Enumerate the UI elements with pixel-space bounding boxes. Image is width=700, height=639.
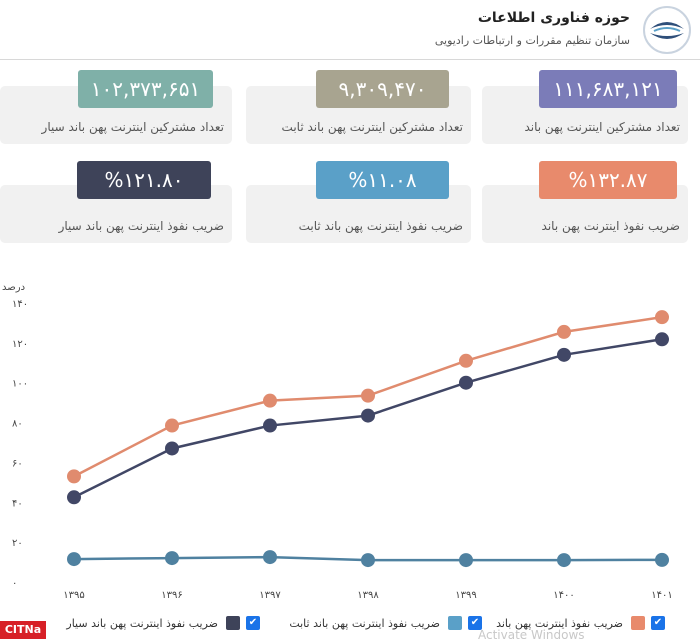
card-penetration-total: %۱۳۲.۸۷ ضریب نفوذ اینترنت پهن باند [482,161,688,243]
legend-label-fixed: ضریب نفوذ اینترنت پهن باند ثابت [289,616,440,630]
os-activation-watermark: Activate Windows [478,628,585,639]
data-point-fixed[interactable] [361,553,375,568]
legend-item-total[interactable]: ✔ ضریب نفوذ اینترنت پهن باند [496,613,665,633]
legend-swatch-total [631,616,645,630]
legend-swatch-mobile [226,616,240,630]
penetration-fixed-label: ضریب نفوذ اینترنت پهن باند ثابت [298,219,463,233]
data-point-fixed[interactable] [459,553,473,568]
data-point-fixed[interactable] [655,552,669,567]
y-tick-label: ۰ [12,578,17,589]
y-tick-label: ۱۰۰ [12,379,28,390]
penetration-mobile-label: ضریب نفوذ اینترنت پهن باند سیار [58,219,224,233]
data-point-total[interactable] [263,393,277,408]
series-lines [73,315,663,562]
y-tick-label: ۲۰ [12,538,23,549]
data-point-total[interactable] [557,324,571,339]
card-total-subscribers: ۱۱۱,۶۸۳,۱۲۱ تعداد مشترکین اینترنت پهن با… [482,70,688,144]
card-mobile-subscribers: ۱۰۲,۳۷۳,۶۵۱ تعداد مشترکین اینترنت پهن با… [0,70,232,144]
legend-item-fixed[interactable]: ✔ ضریب نفوذ اینترنت پهن باند ثابت [289,613,482,633]
y-axis-unit: درصد [2,282,25,293]
data-point-total[interactable] [655,310,669,325]
data-point-fixed[interactable] [165,551,179,566]
fixed-subscribers-value: ۹,۳۰۹,۴۷۰ [316,70,449,108]
data-point-mobile[interactable] [655,332,669,347]
penetration-total-value: %۱۳۲.۸۷ [539,161,677,199]
legend-label-mobile: ضریب نفوذ اینترنت پهن باند سیار [66,616,218,630]
mobile-subscribers-value: ۱۰۲,۳۷۳,۶۵۱ [78,70,213,108]
y-tick-label: ۸۰ [12,419,23,430]
series-points [67,310,669,568]
data-point-mobile[interactable] [557,347,571,362]
legend-swatch-fixed [448,616,462,630]
data-point-fixed[interactable] [67,552,81,567]
y-tick-label: ۶۰ [12,458,23,469]
citna-logo: CITNa [0,621,46,639]
x-tick-label: ۱۳۹۶ [161,590,182,601]
legend-check-icon[interactable]: ✔ [246,616,260,630]
fixed-subscribers-label: تعداد مشترکین اینترنت پهن باند ثابت [281,120,463,134]
penetration-mobile-value: %۱۲۱.۸۰ [77,161,211,199]
x-tick-label: ۱۳۹۷ [259,590,281,601]
x-tick-label: ۱۳۹۵ [63,590,84,601]
data-point-mobile[interactable] [165,441,179,456]
x-tick-label: ۱۳۹۸ [357,590,379,601]
page-header: حوزه فناوری اطلاعات سازمان تنظیم مقررات … [0,0,700,60]
total-subscribers-value: ۱۱۱,۶۸۳,۱۲۱ [539,70,677,108]
penetration-total-label: ضریب نفوذ اینترنت پهن باند [541,219,680,233]
data-point-fixed[interactable] [263,550,277,565]
legend-check-icon[interactable]: ✔ [651,616,665,630]
x-axis-ticks: ۱۳۹۵ ۱۳۹۶ ۱۳۹۷ ۱۳۹۸ ۱۳۹۹ ۱۴۰۰ ۱۴۰۱ [63,590,672,601]
total-subscribers-label: تعداد مشترکین اینترنت پهن باند [524,120,680,134]
page-subtitle: سازمان تنظیم مقررات و ارتباطات رادیویی [434,34,630,47]
x-tick-label: ۱۴۰۱ [651,590,672,601]
data-point-total[interactable] [361,388,375,403]
mobile-subscribers-label: تعداد مشترکین اینترنت پهن باند سیار [41,120,224,134]
y-axis-ticks: ۰ ۲۰ ۴۰ ۶۰ ۸۰ ۱۰۰ ۱۲۰ ۱۴۰ [12,299,28,589]
card-penetration-mobile: %۱۲۱.۸۰ ضریب نفوذ اینترنت پهن باند سیار [0,161,232,243]
data-point-total[interactable] [459,353,473,368]
data-point-mobile[interactable] [459,375,473,390]
card-penetration-fixed: %۱۱.۰۸ ضریب نفوذ اینترنت پهن باند ثابت [246,161,471,243]
page-title: حوزه فناوری اطلاعات [477,10,630,26]
data-point-total[interactable] [67,469,81,484]
cra-wave-logo-icon [643,6,691,54]
penetration-line-chart: درصد ۰ ۲۰ ۴۰ ۶۰ ۸۰ ۱۰۰ ۱۲۰ ۱۴۰ ۱۳۹۵ ۱۳۹۶ ۱۳۹۷ ۱۳۹۸… [2,282,673,601]
data-point-total[interactable] [165,418,179,433]
y-tick-label: ۱۲۰ [12,339,28,350]
data-point-mobile[interactable] [67,490,81,505]
legend-check-icon[interactable]: ✔ [468,616,482,630]
data-point-mobile[interactable] [263,418,277,433]
card-fixed-subscribers: ۹,۳۰۹,۴۷۰ تعداد مشترکین اینترنت پهن باند… [246,70,471,144]
data-point-fixed[interactable] [557,553,571,568]
legend-item-mobile[interactable]: ✔ ضریب نفوذ اینترنت پهن باند سیار [66,613,260,633]
x-tick-label: ۱۴۰۰ [553,590,574,601]
data-point-mobile[interactable] [361,408,375,423]
x-tick-label: ۱۳۹۹ [455,590,476,601]
penetration-fixed-value: %۱۱.۰۸ [316,161,449,199]
y-tick-label: ۱۴۰ [12,299,28,310]
legend-label-total: ضریب نفوذ اینترنت پهن باند [496,616,623,630]
y-tick-label: ۴۰ [12,498,23,509]
